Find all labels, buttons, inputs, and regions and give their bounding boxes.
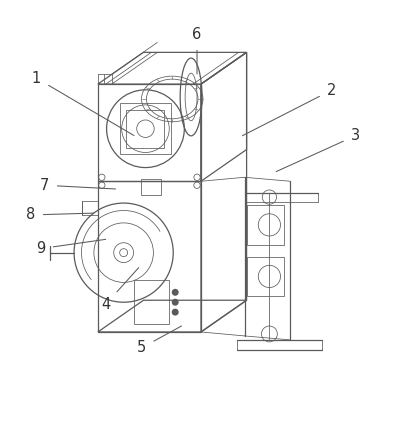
Bar bbox=[247, 257, 284, 296]
Text: 4: 4 bbox=[101, 268, 139, 312]
Text: 1: 1 bbox=[32, 70, 134, 135]
Circle shape bbox=[172, 309, 178, 315]
Text: 6: 6 bbox=[192, 27, 202, 74]
Bar bbox=[127, 110, 164, 148]
Bar bbox=[247, 205, 284, 245]
Text: 5: 5 bbox=[137, 326, 181, 355]
Text: 7: 7 bbox=[40, 178, 115, 193]
Text: 8: 8 bbox=[26, 208, 94, 222]
Circle shape bbox=[172, 289, 178, 295]
Text: 3: 3 bbox=[276, 128, 360, 172]
Bar bbox=[134, 280, 169, 324]
Text: 2: 2 bbox=[242, 83, 337, 136]
Circle shape bbox=[172, 300, 178, 305]
Text: 9: 9 bbox=[36, 239, 105, 256]
Bar bbox=[120, 103, 171, 154]
